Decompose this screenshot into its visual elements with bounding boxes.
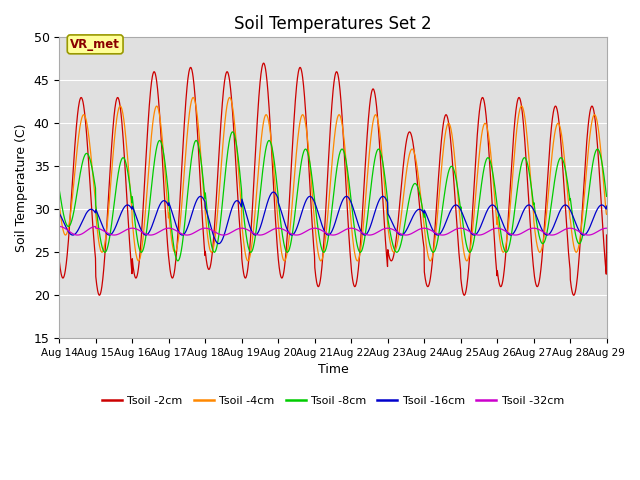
Tsoil -2cm [172,254,180,260]
Tsoil -32cm [603,225,611,231]
Tsoil -4cm [280,258,288,264]
Tsoil -8cm [260,153,268,159]
Line: Tsoil -32cm: Tsoil -32cm [60,227,607,235]
Tsoil -16cm [282,223,290,229]
Tsoil -2cm [429,250,437,255]
Tsoil -4cm [279,255,287,261]
Tsoil -16cm [56,210,63,216]
Tsoil -16cm [269,189,277,195]
Tsoil -4cm [226,95,234,100]
Tsoil -4cm [429,248,437,254]
Tsoil -32cm [260,231,268,237]
Tsoil -16cm [429,228,437,234]
Tsoil -32cm [56,224,63,229]
Legend: Tsoil -2cm, Tsoil -4cm, Tsoil -8cm, Tsoil -16cm, Tsoil -32cm: Tsoil -2cm, Tsoil -4cm, Tsoil -8cm, Tsoi… [97,392,568,411]
Tsoil -32cm [172,228,180,233]
Tsoil -16cm [172,222,180,228]
Tsoil -8cm [279,237,287,242]
Tsoil -32cm [282,228,289,233]
Tsoil -4cm [87,149,95,155]
Tsoil -4cm [56,201,63,207]
Tsoil -2cm [282,254,289,260]
Line: Tsoil -4cm: Tsoil -4cm [60,97,607,261]
Tsoil -2cm [603,232,611,238]
Tsoil -2cm [260,60,268,66]
Tsoil -32cm [584,232,592,238]
Tsoil -8cm [429,249,437,255]
Line: Tsoil -16cm: Tsoil -16cm [60,192,607,244]
Tsoil -8cm [229,129,237,135]
Tsoil -32cm [279,226,287,232]
Y-axis label: Soil Temperature (C): Soil Temperature (C) [15,123,28,252]
Line: Tsoil -8cm: Tsoil -8cm [60,132,607,261]
X-axis label: Time: Time [317,363,348,376]
Tsoil -2cm [87,190,95,196]
Tsoil -2cm [56,258,63,264]
Line: Tsoil -2cm: Tsoil -2cm [60,63,607,295]
Tsoil -2cm [570,292,577,298]
Tsoil -8cm [56,187,63,193]
Title: Soil Temperatures Set 2: Soil Temperatures Set 2 [234,15,432,33]
Tsoil -32cm [87,225,95,231]
Tsoil -16cm [260,211,268,216]
Tsoil -16cm [87,206,95,212]
Tsoil -4cm [282,255,290,261]
Tsoil -8cm [172,255,180,261]
Tsoil -8cm [603,193,611,199]
Tsoil -4cm [172,248,180,253]
Tsoil -16cm [279,215,287,221]
Tsoil -16cm [603,203,611,209]
Tsoil -16cm [215,241,223,247]
Tsoil -8cm [282,248,290,253]
Text: VR_met: VR_met [70,38,120,51]
Tsoil -2cm [260,61,268,67]
Tsoil -8cm [87,159,95,165]
Tsoil -4cm [603,212,611,217]
Tsoil -32cm [429,228,436,234]
Tsoil -8cm [174,258,182,264]
Tsoil -4cm [260,115,268,121]
Tsoil -2cm [279,274,287,279]
